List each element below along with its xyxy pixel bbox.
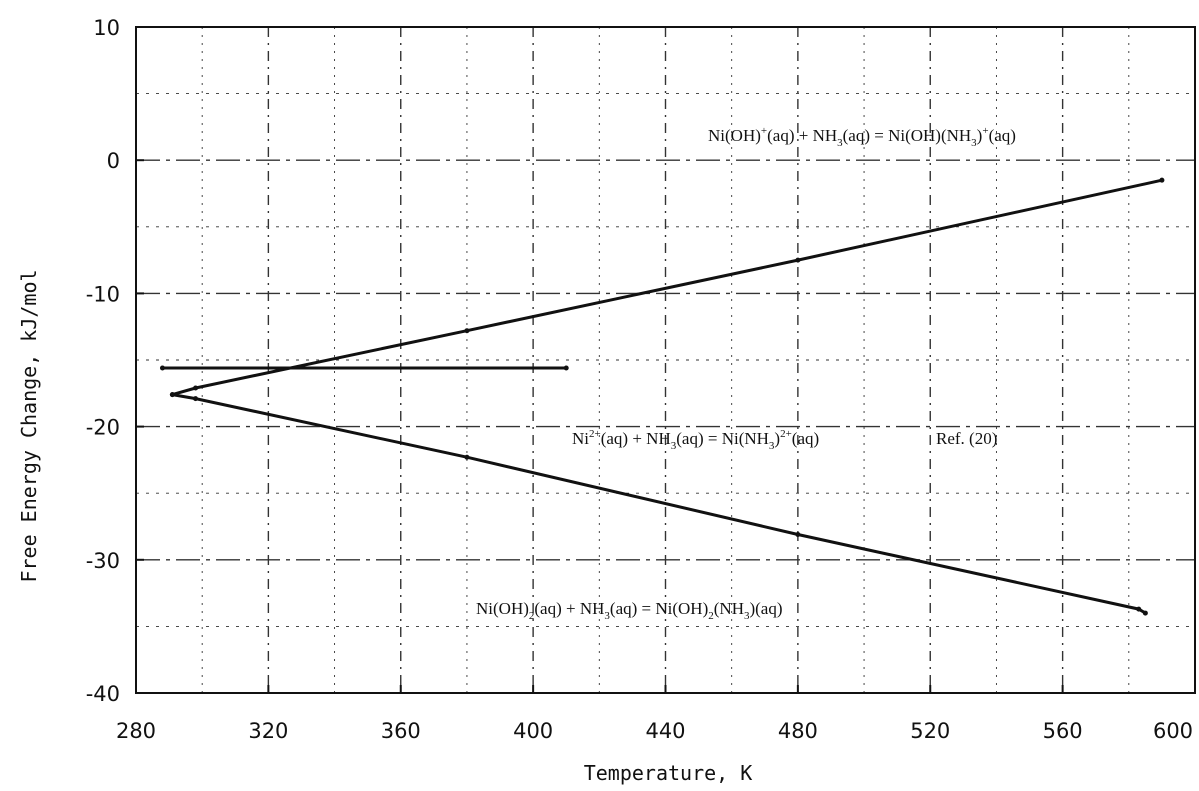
y-axis-title: Free Energy Change, kJ/mol xyxy=(17,269,41,582)
annotation-nioh-plus: Ni(OH)+(aq) + NH3(aq) = Ni(OH)(NH3)+(aq) xyxy=(708,125,1016,149)
y-tick-label: -20 xyxy=(86,416,120,440)
x-tick-label: 280 xyxy=(116,719,156,743)
x-tick-label: 480 xyxy=(778,719,818,743)
y-tick-label: -10 xyxy=(86,282,120,306)
series-point xyxy=(1136,606,1142,612)
y-tick-label: -30 xyxy=(86,549,120,573)
series-point xyxy=(169,392,175,398)
y-tick-label: -40 xyxy=(86,682,120,706)
annotation-nioh2: Ni(OH)2(aq) + NH3(aq) = Ni(OH)2(NH3)(aq) xyxy=(476,599,783,622)
series-point xyxy=(193,385,199,391)
series-point xyxy=(193,396,199,402)
x-tick-label: 600 xyxy=(1153,719,1193,743)
annotation-ni2-plus: Ni2+(aq) + NH3(aq) = Ni(NH3)2+(aq) xyxy=(572,428,819,452)
series-point xyxy=(563,365,569,371)
y-tick-label: 10 xyxy=(93,16,120,40)
series-point xyxy=(464,454,470,460)
x-tick-label: 400 xyxy=(513,719,553,743)
series-point xyxy=(464,328,470,334)
x-tick-label: 440 xyxy=(645,719,685,743)
series-point xyxy=(159,365,165,371)
series-point xyxy=(1159,177,1165,183)
series-point xyxy=(795,531,801,537)
series-point xyxy=(1142,610,1148,616)
axis-ticks: 280 320 360 400 440 480 520 560 600 10 0 -10 -20 -30 -… xyxy=(86,16,1196,743)
x-axis-title: Temperature, K xyxy=(584,761,753,785)
annotation-ref: Ref. (20) xyxy=(936,429,997,448)
y-tick-label: 0 xyxy=(107,149,120,173)
series-line-3 xyxy=(172,393,1147,615)
x-tick-label: 560 xyxy=(1043,719,1083,743)
series-group xyxy=(159,177,1165,616)
x-tick-label: 360 xyxy=(381,719,421,743)
series-line-1 xyxy=(171,178,1163,397)
series-point xyxy=(795,257,801,263)
x-tick-label: 520 xyxy=(910,719,950,743)
grid-lines xyxy=(136,27,1195,693)
x-tick-label: 320 xyxy=(248,719,288,743)
